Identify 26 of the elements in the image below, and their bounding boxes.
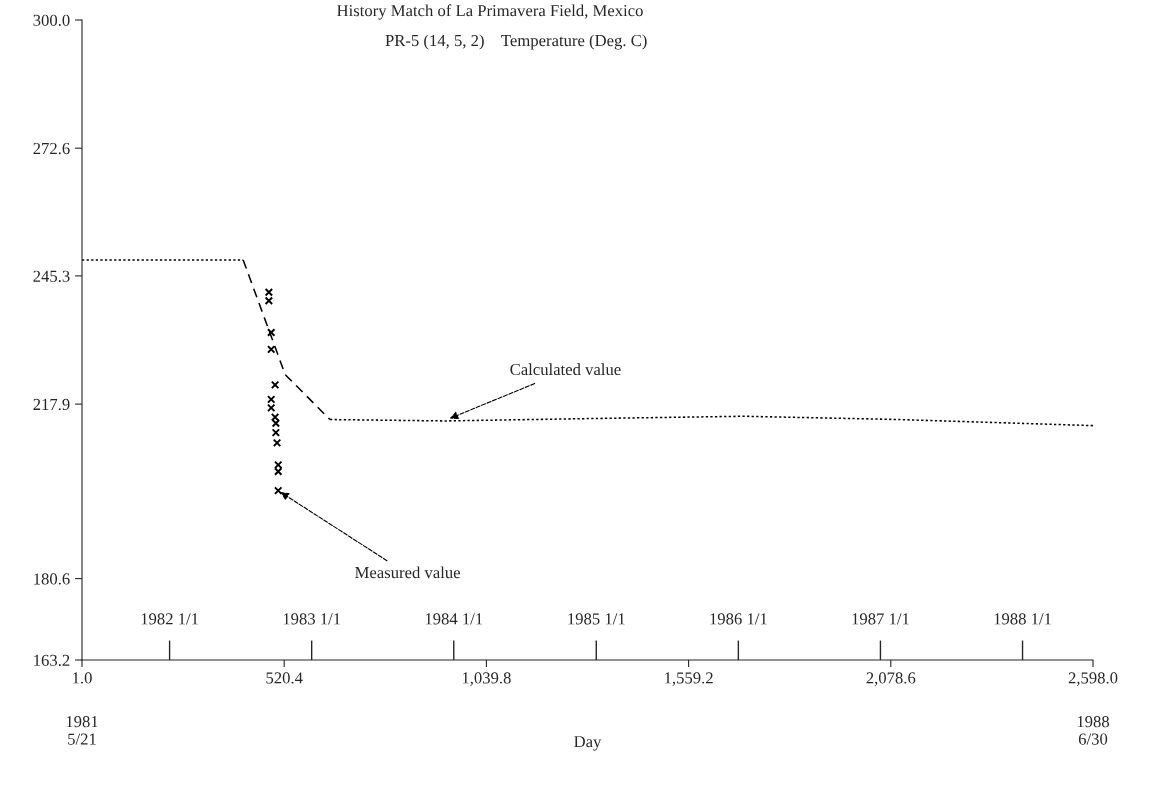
x-tick-label: 1,039.8 (462, 672, 511, 686)
x2-tick-label: 1982 1/1 (141, 613, 198, 625)
y-tick-label: 245.3 (33, 270, 70, 282)
annotation: Calculated value (510, 363, 621, 376)
x-tick-label: 520.4 (266, 672, 303, 684)
x2-tick-label: 1985 1/1 (568, 613, 625, 625)
y-tick-label: 163.2 (34, 654, 70, 667)
text: PR-5 (14, 5, 2) Temperature (Deg. C) (385, 34, 647, 50)
x-tick-label: 1,559.2 (665, 672, 713, 686)
annotation: Measured value (355, 566, 460, 579)
y-tick-label: 180.6 (34, 573, 70, 585)
x-tick-label: 2,598.0 (1068, 672, 1118, 686)
text: 1981 5/21 (66, 716, 98, 745)
y-tick-label: 300.0 (33, 14, 70, 27)
x2-tick-label: 1983 1/1 (283, 613, 341, 625)
x-axis-title: Day (574, 736, 602, 751)
chart-title: History Match of La Primavera Field, Mexico (337, 4, 643, 20)
text: 1988 6/30 (1077, 716, 1110, 745)
x2-tick-label: 1987 1/1 (852, 613, 909, 625)
x2-tick-label: 1984 1/1 (425, 613, 483, 625)
y-tick-label: 272.6 (33, 142, 70, 155)
x-tick-label: 2,078.6 (866, 672, 916, 686)
x-tick-label: 1.0 (73, 672, 92, 684)
y-tick-label: 217.9 (33, 398, 70, 411)
x2-tick-label: 1986 1/1 (710, 613, 767, 625)
x2-tick-label: 1988 1/1 (994, 613, 1051, 625)
